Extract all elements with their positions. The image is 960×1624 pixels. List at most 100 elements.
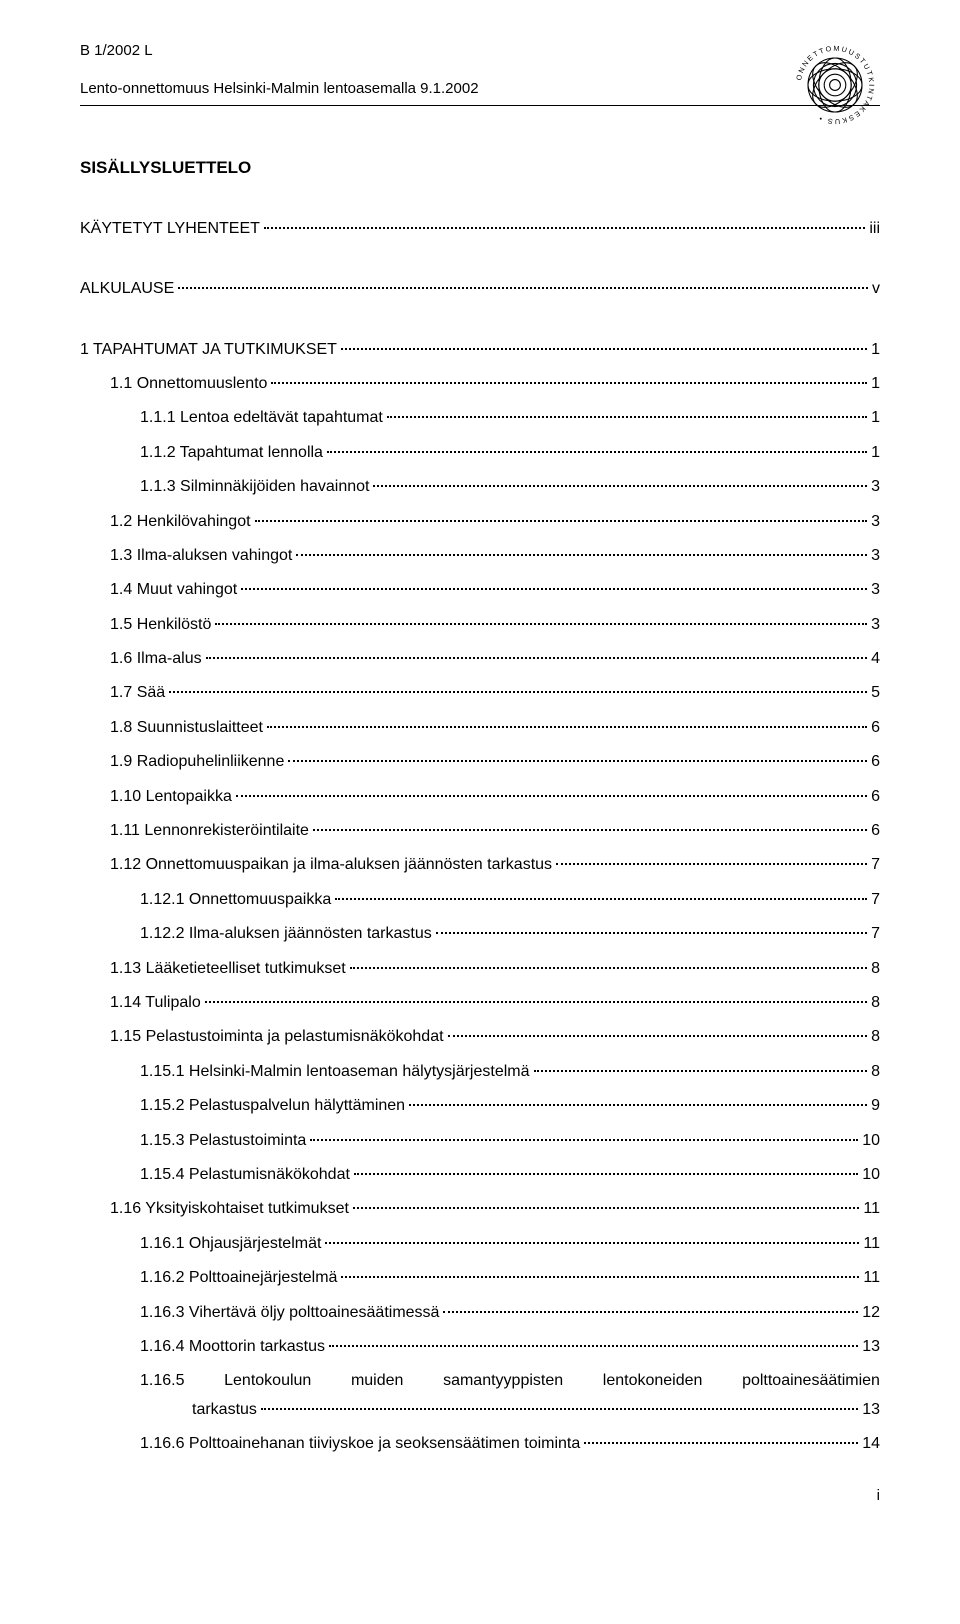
- toc-entry: 1.15.4 Pelastumisnäkökohdat10: [80, 1164, 880, 1186]
- toc-entry-word: Lentokoulun: [224, 1370, 311, 1392]
- dot-leader: [215, 623, 867, 625]
- toc-entry: 1.12.1 Onnettomuuspaikka7: [80, 889, 880, 911]
- toc-entry-page: 8: [871, 958, 880, 980]
- toc-entry-label: 1.16.3 Vihertävä öljy polttoainesäätimes…: [140, 1302, 439, 1324]
- toc-entry-label: 1.16 Yksityiskohtaiset tutkimukset: [110, 1198, 349, 1220]
- toc-entry: 1.16.2 Polttoainejärjestelmä 11: [80, 1267, 880, 1289]
- toc-entry-label: 1.2 Henkilövahingot: [110, 511, 251, 533]
- toc-entry-label: 1.7 Sää: [110, 682, 165, 704]
- toc-list: KÄYTETYT LYHENTEETiii ALKULAUSEv 1 TAPAHTU…: [80, 218, 880, 1359]
- toc-entry: 1.3 Ilma-aluksen vahingot3: [80, 545, 880, 567]
- dot-leader: [313, 829, 867, 831]
- toc-entry: 1.12 Onnettomuuspaikan ja ilma-aluksen j…: [80, 854, 880, 876]
- dot-leader: [436, 932, 867, 934]
- toc-entry: 1.16.1 Ohjausjärjestelmät 11: [80, 1233, 880, 1255]
- toc-entry-line2: tarkastus 13: [140, 1399, 880, 1421]
- toc-entry-label: 1.1.1 Lentoa edeltävät tapahtumat: [140, 407, 383, 429]
- dot-leader: [335, 898, 867, 900]
- toc-entry-word: polttoainesäätimien: [742, 1370, 880, 1392]
- dot-leader: [261, 1408, 858, 1410]
- toc-entry-number: 1.16.5: [140, 1370, 184, 1392]
- toc-entry-page: 10: [862, 1130, 880, 1152]
- dot-leader: [373, 485, 867, 487]
- dot-leader: [310, 1139, 858, 1141]
- toc-entry: 1.16 Yksityiskohtaiset tutkimukset11: [80, 1198, 880, 1220]
- toc-entry: 1.1.3 Silminnäkijöiden havainnot3: [80, 476, 880, 498]
- toc-entry-page: 1: [871, 407, 880, 429]
- toc-entry: 1.8 Suunnistuslaitteet 6: [80, 717, 880, 739]
- toc-entry-page: 6: [871, 717, 880, 739]
- toc-entry: KÄYTETYT LYHENTEETiii: [80, 218, 880, 240]
- page-number: i: [80, 1485, 880, 1506]
- toc-entry-line1: 1.16.5 Lentokoulun muiden samantyyppiste…: [140, 1370, 880, 1392]
- toc-entry-label: 1.16.2 Polttoainejärjestelmä: [140, 1267, 337, 1289]
- toc-entry-label: 1.12 Onnettomuuspaikan ja ilma-aluksen j…: [110, 854, 552, 876]
- toc-entry: 1.15.2 Pelastuspalvelun hälyttäminen9: [80, 1095, 880, 1117]
- toc-entry-page: 12: [862, 1302, 880, 1324]
- toc-entry-page: 6: [871, 786, 880, 808]
- toc-entry-label: 1.12.2 Ilma-aluksen jäännösten tarkastus: [140, 923, 432, 945]
- toc-entry-label: 1.1.3 Silminnäkijöiden havainnot: [140, 476, 369, 498]
- agency-logo: ONNETTOMUUSTUTKINTAKESKUS •: [790, 40, 880, 130]
- toc-entry-label: 1 TAPAHTUMAT JA TUTKIMUKSET: [80, 339, 337, 361]
- dot-leader: [329, 1345, 858, 1347]
- dot-leader: [236, 795, 867, 797]
- toc-entry-page: 6: [871, 820, 880, 842]
- toc-entry-page: 3: [871, 511, 880, 533]
- dot-leader: [288, 760, 867, 762]
- svg-text:ONNETTOMUUSTUTKINTAKESKUS •: ONNETTOMUUSTUTKINTAKESKUS •: [794, 44, 876, 127]
- toc-entry: 1.1 Onnettomuuslento1: [80, 373, 880, 395]
- toc-entry-page: 3: [871, 614, 880, 636]
- toc-entry-label: 1.13 Lääketieteelliset tutkimukset: [110, 958, 346, 980]
- toc-entry-word: muiden: [351, 1370, 403, 1392]
- toc-entry: 1.5 Henkilöstö 3: [80, 614, 880, 636]
- toc-entry: 1.15 Pelastustoiminta ja pelastumisnäkök…: [80, 1026, 880, 1048]
- dot-leader: [409, 1104, 867, 1106]
- toc-entry-label: 1.16.6 Polttoainehanan tiiviyskoe ja seo…: [140, 1433, 580, 1455]
- toc-entry-page: 13: [862, 1399, 880, 1421]
- toc-entry-page: 8: [871, 1061, 880, 1083]
- toc-entry: ALKULAUSEv: [80, 278, 880, 300]
- toc-entry: 1.4 Muut vahingot3: [80, 579, 880, 601]
- toc-entry-label: 1.15.4 Pelastumisnäkökohdat: [140, 1164, 350, 1186]
- toc-entry-label: KÄYTETYT LYHENTEET: [80, 218, 260, 240]
- toc-entry-label: 1.12.1 Onnettomuuspaikka: [140, 889, 331, 911]
- toc-entry-label: 1.16.4 Moottorin tarkastus: [140, 1336, 325, 1358]
- toc-entry: 1.16.4 Moottorin tarkastus13: [80, 1336, 880, 1358]
- toc-entry: 1.2 Henkilövahingot 3: [80, 511, 880, 533]
- toc-entry-label: tarkastus: [192, 1399, 257, 1421]
- toc-entry: 1.15.1 Helsinki-Malmin lentoaseman hälyt…: [80, 1061, 880, 1083]
- toc-entry-page: 6: [871, 751, 880, 773]
- toc-entry-page: 3: [871, 545, 880, 567]
- toc-entry: 1.6 Ilma-alus 4: [80, 648, 880, 670]
- dot-leader: [178, 287, 868, 289]
- toc-entry-label: 1.15.3 Pelastustoiminta: [140, 1130, 306, 1152]
- toc-entry: 1.16.3 Vihertävä öljy polttoainesäätimes…: [80, 1302, 880, 1324]
- toc-entry-label: 1.8 Suunnistuslaitteet: [110, 717, 263, 739]
- toc-entry-label: 1.9 Radiopuhelinliikenne: [110, 751, 284, 773]
- toc-entry-page: 11: [863, 1233, 880, 1255]
- toc-entry-page: 11: [863, 1267, 880, 1289]
- dot-leader: [341, 348, 867, 350]
- toc-entry-page: 1: [871, 339, 880, 361]
- toc-entry-page: 4: [871, 648, 880, 670]
- toc-entry-label: 1.16.1 Ohjausjärjestelmät: [140, 1233, 321, 1255]
- dot-leader: [296, 554, 867, 556]
- dot-leader: [443, 1311, 858, 1313]
- dot-leader: [556, 863, 867, 865]
- dot-leader: [584, 1442, 858, 1444]
- toc-entry-page: 1: [871, 442, 880, 464]
- toc-entry-page: 14: [862, 1433, 880, 1455]
- toc-entry-page: 7: [871, 923, 880, 945]
- dot-leader: [241, 588, 867, 590]
- toc-entry-label: 1.14 Tulipalo: [110, 992, 201, 1014]
- toc-entry: 1.11 Lennonrekisteröintilaite6: [80, 820, 880, 842]
- dot-leader: [267, 726, 867, 728]
- toc-entry: 1.13 Lääketieteelliset tutkimukset 8: [80, 958, 880, 980]
- toc-entry-label: 1.6 Ilma-alus: [110, 648, 202, 670]
- toc-entry-page: 8: [871, 992, 880, 1014]
- toc-entry-label: 1.5 Henkilöstö: [110, 614, 211, 636]
- toc-entry-label: 1.4 Muut vahingot: [110, 579, 237, 601]
- dot-leader: [205, 1001, 867, 1003]
- dot-leader: [353, 1207, 859, 1209]
